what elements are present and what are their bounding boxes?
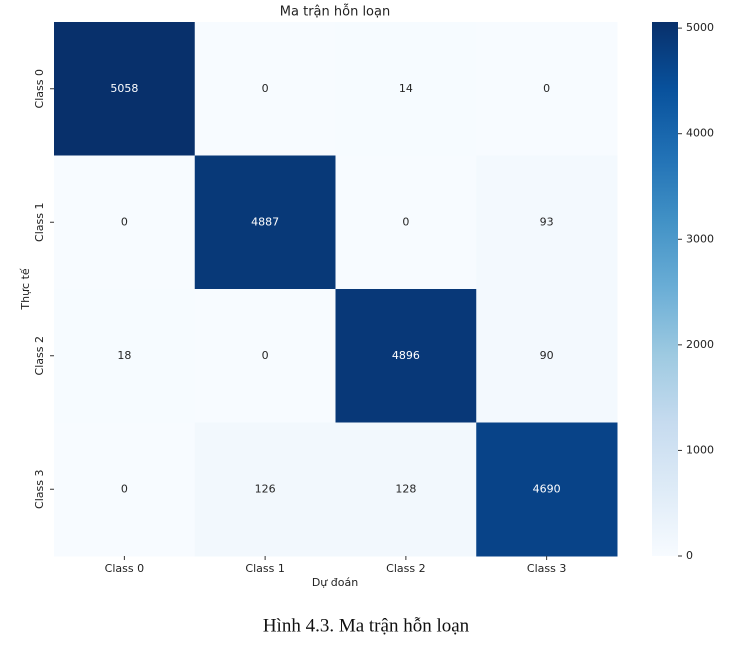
x-tick-label: Class 2	[386, 562, 425, 575]
cell	[476, 22, 618, 156]
cell-label: 0	[121, 215, 128, 228]
y-axis-label: Thực tế	[19, 268, 32, 311]
cell-label: 4896	[392, 349, 420, 362]
cell	[194, 422, 336, 557]
cell	[54, 22, 196, 156]
colorbar-tick-label: 3000	[686, 232, 714, 245]
colorbar-tick-label: 0	[686, 549, 693, 562]
colorbar-tick-label: 4000	[686, 127, 714, 140]
cell-label: 0	[121, 482, 128, 495]
cell	[335, 422, 477, 557]
cell	[476, 289, 618, 423]
colorbar-tick-label: 5000	[686, 21, 714, 34]
cell-label: 93	[540, 215, 554, 228]
cell	[476, 155, 618, 290]
cell-label: 0	[262, 349, 269, 362]
x-tick-label: Class 1	[245, 562, 284, 575]
colorbar-tick-label: 2000	[686, 338, 714, 351]
cell	[335, 22, 477, 156]
colorbar	[652, 22, 678, 556]
cell-label: 14	[399, 82, 413, 95]
cell-label: 0	[262, 82, 269, 95]
cell-label: 4690	[533, 482, 561, 495]
caption: Hình 4.3. Ma trận hỗn loạn	[263, 615, 470, 636]
cell-label: 4887	[251, 215, 279, 228]
cell-label: 0	[543, 82, 550, 95]
cell	[54, 422, 196, 557]
cell-label: 0	[402, 215, 409, 228]
cell-label: 128	[395, 482, 416, 495]
cell	[194, 155, 336, 290]
cell-label: 90	[540, 349, 554, 362]
cell	[335, 155, 477, 290]
y-tick-label: Class 0	[33, 69, 46, 108]
cell-label: 18	[117, 349, 131, 362]
x-tick-label: Class 0	[105, 562, 144, 575]
cell-label: 126	[255, 482, 276, 495]
cell	[194, 289, 336, 423]
x-tick-label: Class 3	[527, 562, 566, 575]
y-tick-label: Class 1	[33, 203, 46, 242]
cell-label: 5058	[110, 82, 138, 95]
cell	[54, 155, 196, 290]
cell	[335, 289, 477, 423]
cell	[54, 289, 196, 423]
x-axis-label: Dự đoán	[312, 576, 358, 589]
chart-title: Ma trận hỗn loạn	[280, 5, 390, 20]
y-tick-label: Class 2	[33, 336, 46, 375]
cell	[194, 22, 336, 156]
colorbar-tick-label: 1000	[686, 443, 714, 456]
y-tick-label: Class 3	[33, 470, 46, 509]
cell	[476, 422, 618, 557]
